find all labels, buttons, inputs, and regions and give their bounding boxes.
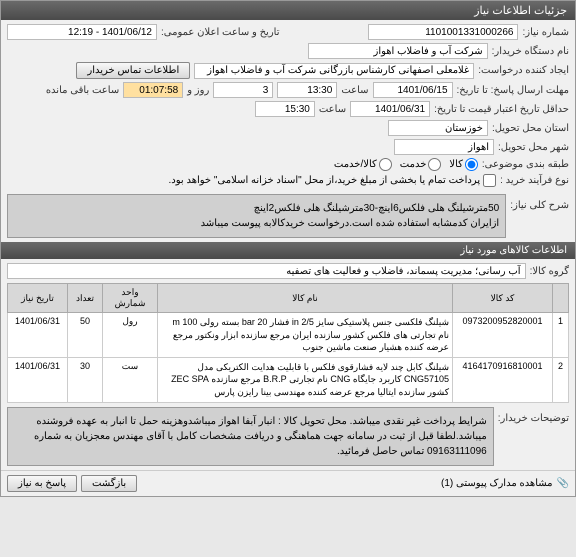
cell-num: 1 bbox=[553, 313, 569, 358]
buyer-notes-text: شرایط پرداخت غیر نقدی میباشد. محل تحویل … bbox=[7, 407, 494, 466]
col-num bbox=[553, 284, 569, 313]
process-note: پرداخت تمام یا بخشی از مبلغ خرید،از محل … bbox=[169, 175, 481, 186]
cell-name: شیلنگ کابل چند لایه فشارقوی فلکس با قابل… bbox=[158, 357, 453, 402]
days-remain: 3 bbox=[213, 82, 273, 98]
buyer-notes-label: توضیحات خریدار: bbox=[498, 407, 569, 424]
buyer-org-value: شرکت آب و فاضلاب اهواز bbox=[308, 43, 488, 59]
province-value: خوزستان bbox=[388, 120, 488, 136]
announce-label: تاریخ و ساعت اعلان عمومی: bbox=[161, 27, 280, 38]
footer: مشاهده مدارک پیوستی (1) بازگشت پاسخ به ن… bbox=[1, 470, 575, 496]
category-label: طبقه بندی موضوعی: bbox=[482, 159, 569, 170]
group-label: گروه کالا: bbox=[530, 266, 569, 277]
category-radios: کالا خدمت کالا/خدمت bbox=[334, 158, 478, 171]
table-row[interactable]: 24164170916810001شیلنگ کابل چند لایه فشا… bbox=[8, 357, 569, 402]
valid-label: حداقل تاریخ اعتبار قیمت تا تاریخ: bbox=[434, 104, 569, 115]
col-unit: واحد شمارش bbox=[103, 284, 158, 313]
titlebar: جزئیات اطلاعات نیاز bbox=[1, 1, 575, 20]
cell-code: 0973200952820001 bbox=[453, 313, 553, 358]
province-label: استان محل تحویل: bbox=[492, 123, 569, 134]
subject-label: شرح کلی نیاز: bbox=[510, 194, 569, 211]
creator-label: ایجاد کننده درخواست: bbox=[478, 65, 569, 76]
cell-date: 1401/06/31 bbox=[8, 313, 68, 358]
goods-table: کد کالا نام کالا واحد شمارش تعداد تاریخ … bbox=[7, 283, 569, 403]
radio-both[interactable]: کالا/خدمت bbox=[334, 158, 392, 171]
need-no-value: 1101001331000266 bbox=[368, 24, 518, 40]
col-code: کد کالا bbox=[453, 284, 553, 313]
radio-goods-input[interactable] bbox=[465, 158, 478, 171]
process-checkbox-input[interactable] bbox=[483, 174, 496, 187]
process-label: نوع فرآیند خرید : bbox=[500, 175, 569, 186]
col-qty: تعداد bbox=[68, 284, 103, 313]
col-date: تاریخ نیاز bbox=[8, 284, 68, 313]
radio-service[interactable]: خدمت bbox=[400, 158, 442, 171]
creator-value: غلامعلی اصفهانی کارشناس بازرگانی شرکت آب… bbox=[194, 63, 474, 79]
reply-time: 13:30 bbox=[277, 82, 337, 98]
contact-buyer-button[interactable]: اطلاعات تماس خریدار bbox=[76, 62, 190, 79]
group-value: آب رسانی؛ مدیریت پسماند، فاضلاب و فعالیت… bbox=[7, 263, 526, 279]
time-label-2: ساعت bbox=[319, 104, 346, 115]
valid-date: 1401/06/31 bbox=[350, 101, 430, 117]
reply-date: 1401/06/15 bbox=[373, 82, 453, 98]
table-row[interactable]: 10973200952820001شیلنگ فلکسی جنس پلاستیک… bbox=[8, 313, 569, 358]
radio-goods[interactable]: کالا bbox=[449, 158, 478, 171]
attachments-link[interactable]: مشاهده مدارک پیوستی (1) bbox=[441, 478, 569, 489]
back-button[interactable]: بازگشت bbox=[81, 475, 137, 492]
goods-header-row: کد کالا نام کالا واحد شمارش تعداد تاریخ … bbox=[8, 284, 569, 313]
valid-time: 15:30 bbox=[255, 101, 315, 117]
cell-qty: 50 bbox=[68, 313, 103, 358]
cell-unit: ست bbox=[103, 357, 158, 402]
cell-unit: رول bbox=[103, 313, 158, 358]
city-value: اهواز bbox=[394, 139, 494, 155]
countdown: 01:07:58 bbox=[123, 82, 183, 98]
buyer-org-label: نام دستگاه خریدار: bbox=[492, 46, 569, 57]
subject-text: 50مترشیلنگ هلی فلکس6اینچ-30مترشیلنگ هلی … bbox=[7, 194, 506, 238]
announce-value: 1401/06/12 - 12:19 bbox=[7, 24, 157, 40]
cell-date: 1401/06/31 bbox=[8, 357, 68, 402]
cell-code: 4164170916810001 bbox=[453, 357, 553, 402]
goods-section-header: اطلاعات کالاهای مورد نیاز bbox=[1, 242, 575, 259]
need-no-label: شماره نیاز: bbox=[522, 27, 569, 38]
reply-deadline-label: مهلت ارسال پاسخ: تا تاریخ: bbox=[457, 85, 569, 96]
col-name: نام کالا bbox=[158, 284, 453, 313]
cell-qty: 30 bbox=[68, 357, 103, 402]
cell-num: 2 bbox=[553, 357, 569, 402]
process-checkbox[interactable]: پرداخت تمام یا بخشی از مبلغ خرید،از محل … bbox=[169, 174, 497, 187]
radio-both-input[interactable] bbox=[379, 158, 392, 171]
paperclip-icon bbox=[557, 478, 569, 489]
remain-label: ساعت باقی مانده bbox=[46, 85, 119, 96]
radio-service-input[interactable] bbox=[428, 158, 441, 171]
city-label: شهر محل تحویل: bbox=[498, 142, 569, 153]
time-label-1: ساعت bbox=[341, 85, 368, 96]
days-label: روز و bbox=[187, 85, 209, 96]
cell-name: شیلنگ فلکسی جنس پلاستیکی سایز 2/5 in فشا… bbox=[158, 313, 453, 358]
attachments-label: مشاهده مدارک پیوستی (1) bbox=[441, 478, 553, 489]
reply-button[interactable]: پاسخ به نیاز bbox=[7, 475, 77, 492]
need-details-window: جزئیات اطلاعات نیاز شماره نیاز: 11010013… bbox=[0, 0, 576, 497]
header-fields: شماره نیاز: 1101001331000266 تاریخ و ساع… bbox=[1, 20, 575, 194]
